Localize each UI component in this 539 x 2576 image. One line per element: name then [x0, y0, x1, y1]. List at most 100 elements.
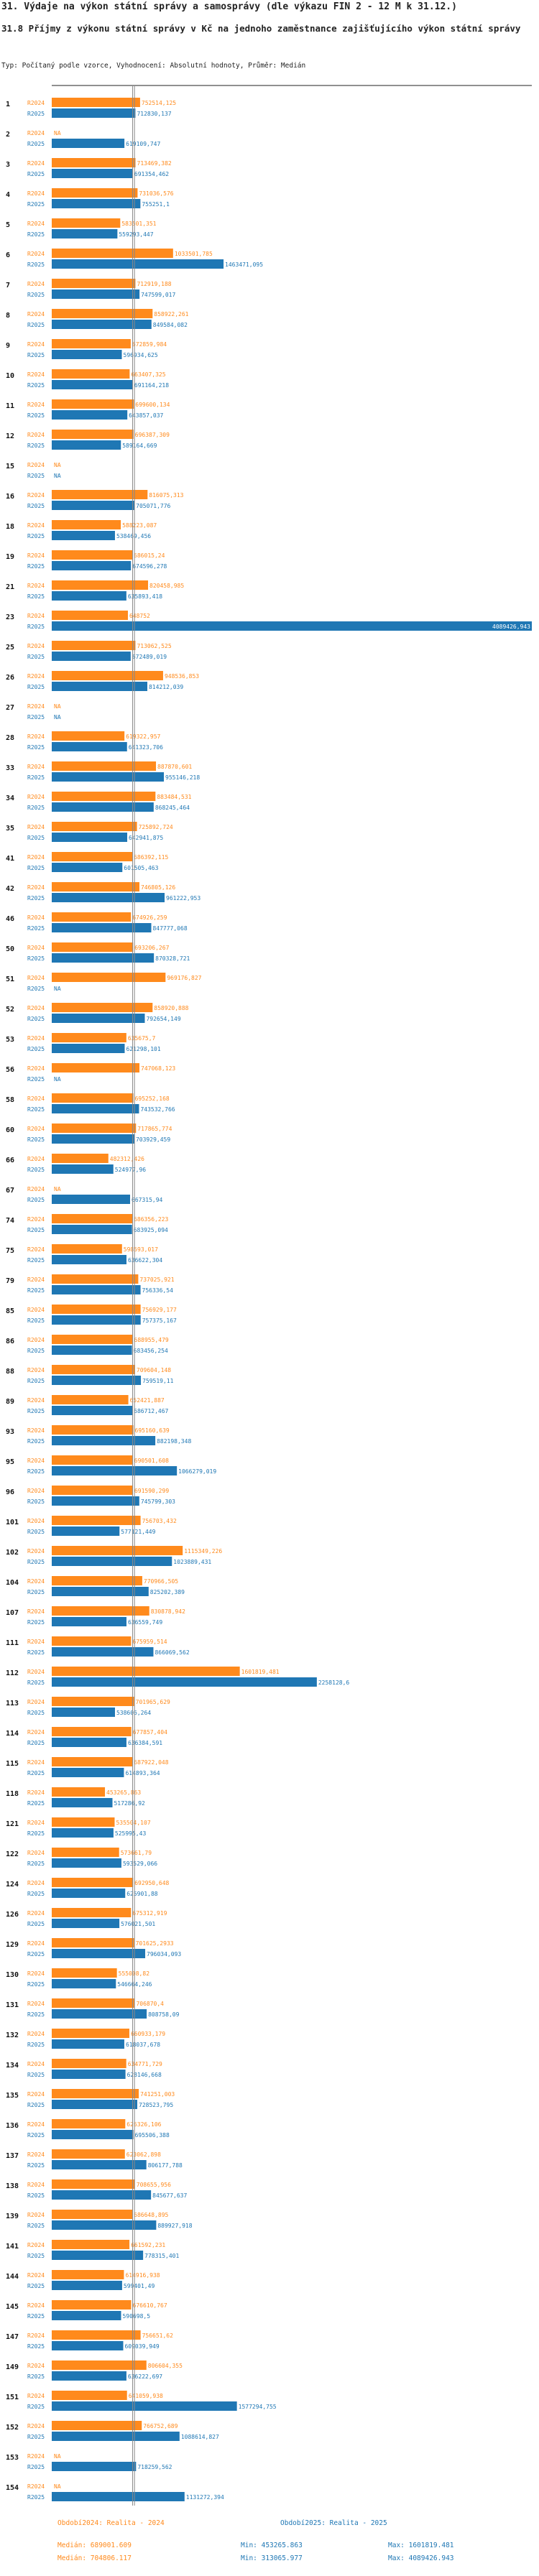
bar-2024 [52, 580, 149, 590]
data-label: 1577294,755 [239, 2404, 277, 2410]
series-row-label: R2024 [27, 1035, 45, 1042]
bar-2025 [52, 1828, 114, 1838]
data-label: 635675,7 [128, 1035, 156, 1042]
series-row-label: R2025 [27, 835, 45, 841]
series-row-label: R2024 [27, 1518, 45, 1524]
series-row-label: R2025 [27, 322, 45, 328]
category-label: 10 [6, 372, 14, 380]
legend-median-2024: Medián: 689001.609 [57, 2542, 132, 2549]
series-row-label: R2024 [27, 1820, 45, 1826]
bar-2024 [52, 1968, 117, 1978]
data-label: 577121,449 [121, 1529, 155, 1535]
category-label: 118 [6, 1790, 19, 1798]
bar-2025 [52, 1466, 178, 1475]
category-label: 3 [6, 161, 10, 169]
bar-2024 [52, 249, 173, 258]
bar-2025 [52, 923, 152, 932]
series-row-label: R2025 [27, 1891, 45, 1897]
series-row-label: R2025 [27, 1348, 45, 1354]
data-label: 808758,09 [148, 2011, 180, 2018]
category-label: 122 [6, 1850, 19, 1858]
data-label: 691164,218 [134, 382, 169, 389]
series-row-label: R2025 [27, 352, 45, 358]
bar-2024 [52, 2210, 133, 2219]
category-label: 2 [6, 131, 10, 139]
bar-2024 [52, 1033, 126, 1042]
data-label: 830878,942 [151, 1608, 185, 1615]
bar-2025 [52, 742, 127, 751]
series-row-label: R2025 [27, 1016, 45, 1022]
bar-2024 [52, 1063, 140, 1072]
bar-2025 [52, 652, 131, 661]
bar-2024 [52, 309, 153, 318]
category-label: 124 [6, 1881, 19, 1889]
data-label: 652421,887 [130, 1397, 165, 1404]
bar-2024 [52, 1244, 122, 1254]
series-row-label: R2024 [27, 2483, 45, 2490]
data-label: 609039,949 [124, 2343, 159, 2350]
bar-2025 [52, 2462, 137, 2471]
data-label: 756703,432 [142, 1518, 177, 1524]
series-row-label: R2024 [27, 1608, 45, 1615]
series-row-label: R2024 [27, 190, 45, 197]
data-label: 626326,106 [126, 2121, 161, 2128]
series-row-label: R2025 [27, 1468, 45, 1475]
category-label: 151 [6, 2394, 19, 2401]
bar-2024 [52, 1154, 109, 1163]
data-label: 688955,479 [134, 1337, 169, 1343]
page-title: 31. Výdaje na výkon státní správy a samo… [1, 1, 457, 12]
series-row-label: R2024 [27, 1880, 45, 1886]
category-label: 115 [6, 1760, 19, 1768]
category-label: 102 [6, 1549, 19, 1557]
data-label: 747599,017 [141, 292, 175, 298]
data-label: 706870,4 [136, 2001, 164, 2007]
series-row-label: R2025 [27, 865, 45, 871]
bar-2024 [52, 942, 134, 952]
series-row-label: R2024 [27, 251, 45, 257]
data-label: 676610,767 [133, 2302, 167, 2309]
data-label: 524977,96 [115, 1167, 147, 1173]
series-row-label: R2025 [27, 533, 45, 539]
category-label: 112 [6, 1669, 19, 1677]
data-label: 731036,576 [139, 190, 173, 197]
data-label: 675959,514 [132, 1639, 167, 1645]
category-label: 11 [6, 402, 14, 410]
series-row-label: R2024 [27, 1095, 45, 1102]
category-label: 42 [6, 885, 14, 893]
legend-series-2025: Období2025: Realita - 2025 [280, 2519, 387, 2527]
series-row-label: R2025 [27, 1136, 45, 1143]
category-label: 56 [6, 1066, 14, 1074]
series-row-label: R2025 [27, 1167, 45, 1173]
bar-2025 [52, 2311, 121, 2320]
series-row-label: R2024 [27, 160, 45, 167]
data-label: 766752,689 [143, 2423, 178, 2429]
data-label: 728523,795 [139, 2102, 173, 2108]
bar-2025 [52, 1738, 126, 1747]
data-label: 2258128,6 [318, 1680, 350, 1686]
bar-2024 [52, 550, 133, 560]
series-row-label: R2025 [27, 2192, 45, 2199]
bar-2024 [52, 1486, 133, 1495]
data-label: 641323,706 [129, 744, 163, 751]
data-label: 845677,637 [152, 2192, 187, 2199]
data-label: 961222,953 [166, 895, 201, 902]
series-row-label: R2025 [27, 1529, 45, 1535]
legend-max-2024: Max: 1601819.481 [388, 2542, 454, 2549]
data-label: 1033501,785 [175, 251, 213, 257]
data-label: 870328,721 [155, 955, 190, 962]
bar-2024 [52, 1938, 134, 1947]
data-label: 674596,278 [132, 563, 167, 570]
bar-2025 [52, 1164, 114, 1174]
data-label: 648752 [129, 613, 150, 619]
category-label: 21 [6, 583, 14, 591]
category-label: 152 [6, 2424, 19, 2432]
data-label: 816075,313 [149, 492, 183, 499]
na-label: NA [54, 1076, 61, 1083]
bar-2024 [52, 1274, 139, 1284]
data-label: 599401,49 [124, 2283, 155, 2289]
bar-2024 [52, 2059, 126, 2068]
data-label: 635893,418 [128, 593, 162, 600]
data-label: 756336,54 [142, 1287, 174, 1294]
series-row-label: R2024 [27, 2001, 45, 2007]
data-label: 588223,087 [122, 522, 157, 529]
